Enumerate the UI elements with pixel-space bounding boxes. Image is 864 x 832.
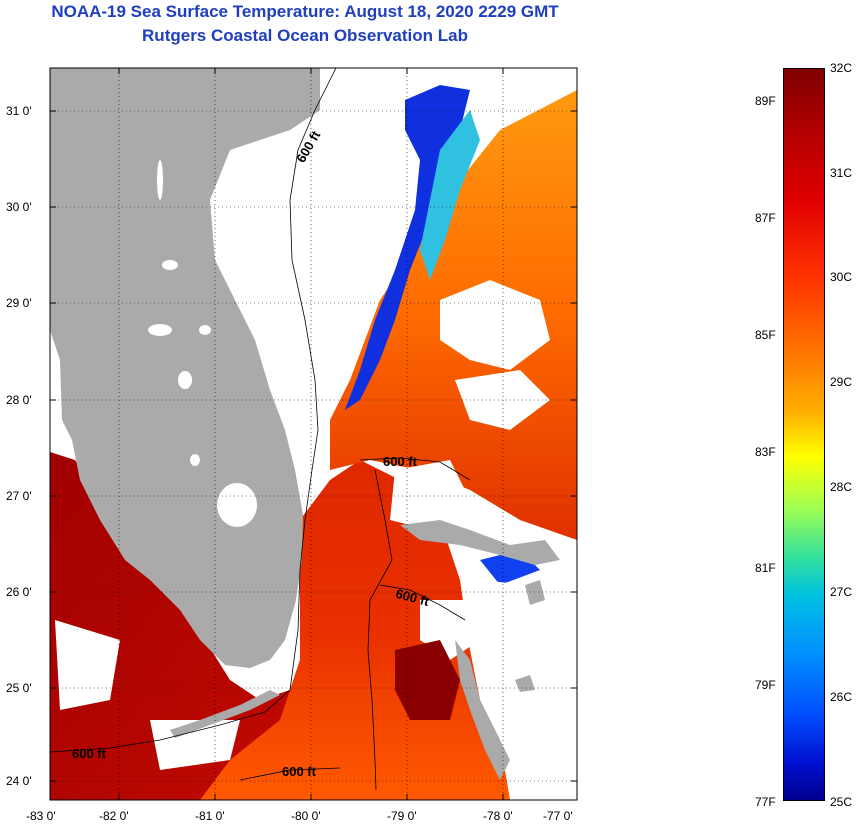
lake	[190, 454, 200, 466]
contour-600ft-line	[50, 68, 337, 753]
andros-land	[455, 640, 510, 780]
colorbar-f-label: 87F	[755, 211, 776, 225]
lat-label: 24 0'	[6, 774, 32, 788]
lake	[148, 324, 172, 336]
temperature-colorbar	[783, 68, 825, 801]
contour-label: 600 ft	[282, 764, 317, 779]
contour-600ft-line	[359, 457, 471, 481]
contour-600ft-line	[367, 469, 393, 791]
lon-label: -80 0'	[291, 809, 321, 823]
colorbar-f-label: 83F	[755, 445, 776, 459]
colorbar-f-label: 85F	[755, 328, 776, 342]
lon-label: -79 0'	[387, 809, 417, 823]
grand-bahama-land	[400, 520, 560, 565]
map-subtitle: Rutgers Coastal Ocean Observation Lab	[142, 26, 468, 45]
contour-600ft-line	[379, 584, 466, 621]
colorbar-f-label: 89F	[755, 94, 776, 108]
colorbar-c-label: 25C	[830, 795, 853, 809]
colorbar-c-label: 30C	[830, 270, 853, 284]
contour-label: 600 ft	[72, 746, 107, 761]
lat-label: 25 0'	[6, 681, 32, 695]
warm-eddy	[395, 640, 460, 720]
cloud-patch	[55, 620, 120, 710]
lake-okeechobee	[217, 483, 257, 527]
lat-label: 27 0'	[6, 489, 32, 503]
lat-label: 31 0'	[6, 104, 32, 118]
map-title: NOAA-19 Sea Surface Temperature: August …	[51, 2, 559, 21]
colorbar-c-label: 29C	[830, 375, 853, 389]
lake	[178, 371, 192, 389]
colorbar-c-label: 26C	[830, 690, 853, 704]
lake	[199, 325, 211, 335]
florida-keys-land	[170, 690, 280, 738]
contour-label: 600 ft	[383, 454, 418, 469]
colorbar-f-label: 79F	[755, 678, 776, 692]
contour-600ft-line	[239, 767, 341, 781]
lon-label: -82 0'	[99, 809, 129, 823]
lat-label: 26 0'	[6, 585, 32, 599]
cool-band-cyan	[420, 110, 480, 280]
lat-label: 30 0'	[6, 200, 32, 214]
map-frame	[49, 67, 578, 801]
lake	[162, 260, 178, 270]
lon-label: -78 0'	[483, 809, 513, 823]
bahamas-land	[525, 580, 545, 605]
colorbar-c-label: 32C	[830, 61, 853, 75]
colorbar-f-label: 77F	[755, 795, 776, 809]
lon-label: -77 0'	[543, 809, 573, 823]
lat-label: 28 0'	[6, 393, 32, 407]
colorbar-f-label: 81F	[755, 561, 776, 575]
tick-marks	[50, 68, 577, 800]
cloud-patch	[440, 280, 550, 370]
colorbar-c-label: 27C	[830, 585, 853, 599]
cloud-patch	[390, 460, 470, 530]
colorbar-c-label: 28C	[830, 480, 853, 494]
lon-label: -81 0'	[195, 809, 225, 823]
colorbar-c-label: 31C	[830, 166, 853, 180]
lon-label: -83 0'	[26, 809, 56, 823]
river	[157, 160, 163, 200]
lat-label: 29 0'	[6, 296, 32, 310]
